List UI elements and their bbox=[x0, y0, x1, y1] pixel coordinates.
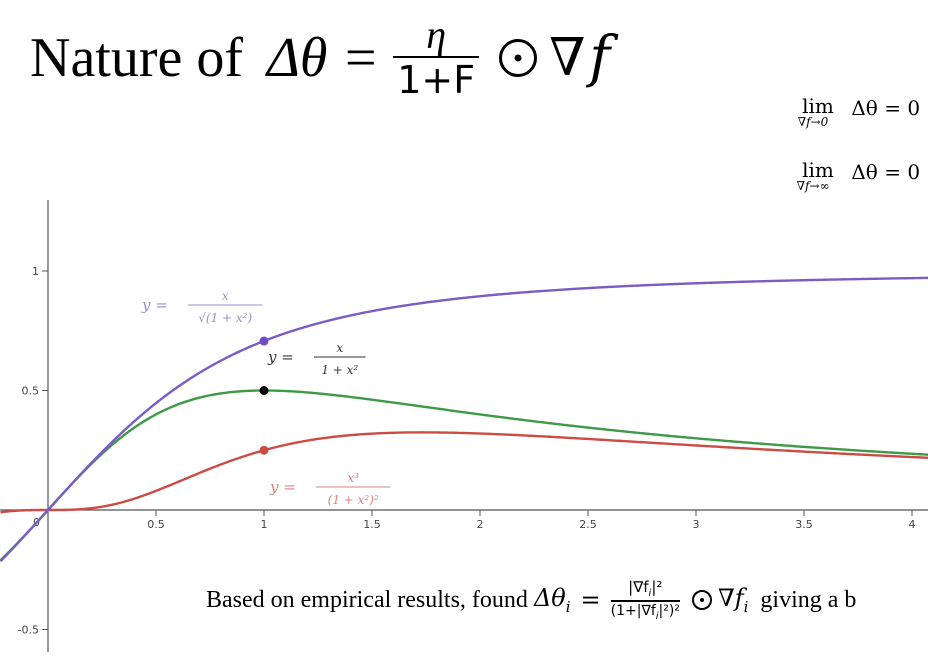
x-tick-label: 3.5 bbox=[795, 518, 813, 531]
series-line bbox=[0, 276, 928, 563]
note-fraction: |∇fi|² (1+|∇fi|²)² bbox=[610, 578, 680, 623]
x-tick-label: 1 bbox=[261, 518, 268, 531]
title-f: f bbox=[589, 24, 611, 90]
den-part: (1+|∇f bbox=[610, 602, 656, 619]
note-lhs-sub: i bbox=[565, 598, 571, 617]
note-rhs: ∇fi bbox=[718, 584, 748, 616]
title-frac-denominator: 1+F bbox=[397, 58, 476, 102]
series-marker bbox=[259, 336, 269, 346]
equation-denominator: (1 + x²)² bbox=[328, 493, 379, 507]
series-marker bbox=[259, 445, 269, 455]
x-tick-label: 2 bbox=[477, 518, 484, 531]
equation-numerator: x bbox=[336, 341, 343, 355]
note-lhs: Δθi bbox=[534, 584, 571, 616]
title-fraction: η 1+F bbox=[393, 12, 480, 102]
series-equation-label: y = x 1 + x² bbox=[267, 341, 366, 377]
note-equals: = bbox=[580, 586, 601, 615]
equation-numerator: x bbox=[222, 289, 229, 303]
note-text-after: giving a b bbox=[760, 586, 857, 613]
title-lhs: Δθ = bbox=[267, 26, 380, 89]
x-tick-label: 0.5 bbox=[147, 518, 165, 531]
equation-y: y = bbox=[267, 348, 294, 366]
fraction-bar bbox=[393, 56, 480, 58]
note-rhs-sub: i bbox=[743, 598, 749, 617]
series-equation-label: y = x √(1 + x²) bbox=[141, 289, 263, 325]
limit-subscript: ∇f→0 bbox=[797, 115, 829, 129]
note-frac-numerator: |∇fi|² bbox=[628, 578, 662, 600]
num-sub: i bbox=[648, 588, 652, 599]
hadamard-product-icon bbox=[499, 38, 538, 77]
title-prefix: Nature of bbox=[30, 26, 244, 89]
x-tick-label: 2.5 bbox=[579, 518, 597, 531]
series-line bbox=[0, 389, 928, 562]
bottom-note: Based on empirical results, found Δθi = … bbox=[206, 578, 856, 622]
y-tick-label: 1 bbox=[32, 265, 39, 278]
title-frac-numerator: η bbox=[426, 12, 447, 57]
note-rhs-symbol: ∇f bbox=[717, 584, 744, 613]
limit-word: lim bbox=[802, 158, 834, 182]
equation-denominator: √(1 + x²) bbox=[198, 311, 252, 325]
note-lhs-symbol: Δθ bbox=[533, 584, 566, 613]
equation-y: y = bbox=[269, 478, 296, 496]
series-equation-label: y = x³ (1 + x²)² bbox=[269, 471, 391, 507]
title-nabla: ∇ bbox=[549, 27, 586, 88]
limit-subscript: ∇f→∞ bbox=[796, 179, 830, 193]
den-tail: |²)² bbox=[658, 602, 680, 619]
series-marker bbox=[259, 386, 269, 395]
limit-expression: Δθ = 0 bbox=[851, 160, 921, 184]
x-tick-label: 1.5 bbox=[363, 518, 381, 531]
limit-infinity: lim ∇f→∞ Δθ = 0 bbox=[793, 160, 920, 195]
hadamard-product-icon bbox=[691, 590, 712, 611]
limit-zero: lim ∇f→0 Δθ = 0 bbox=[793, 96, 920, 131]
note-text-before: Based on empirical results, found bbox=[206, 586, 528, 613]
den-sub: i bbox=[655, 610, 659, 622]
fraction-bar bbox=[610, 600, 680, 602]
x-tick-label: 4 bbox=[909, 518, 916, 531]
limit-expression: Δθ = 0 bbox=[851, 96, 921, 120]
limit-word: lim bbox=[802, 94, 834, 118]
x-tick-label: 3 bbox=[693, 518, 700, 531]
y-tick-label: 0.5 bbox=[22, 385, 40, 398]
equation-numerator: x³ bbox=[347, 471, 359, 485]
equation-y: y = bbox=[141, 296, 168, 314]
equation-denominator: 1 + x² bbox=[321, 363, 358, 377]
num-tail: |² bbox=[651, 578, 663, 596]
slide-title: Nature of Δθ = η 1+F ∇ f bbox=[30, 14, 610, 102]
y-tick-label: -0.5 bbox=[18, 624, 39, 637]
note-frac-denominator: (1+|∇fi|²)² bbox=[611, 602, 680, 623]
num-part: |∇f bbox=[628, 578, 649, 596]
series-line bbox=[0, 431, 928, 514]
